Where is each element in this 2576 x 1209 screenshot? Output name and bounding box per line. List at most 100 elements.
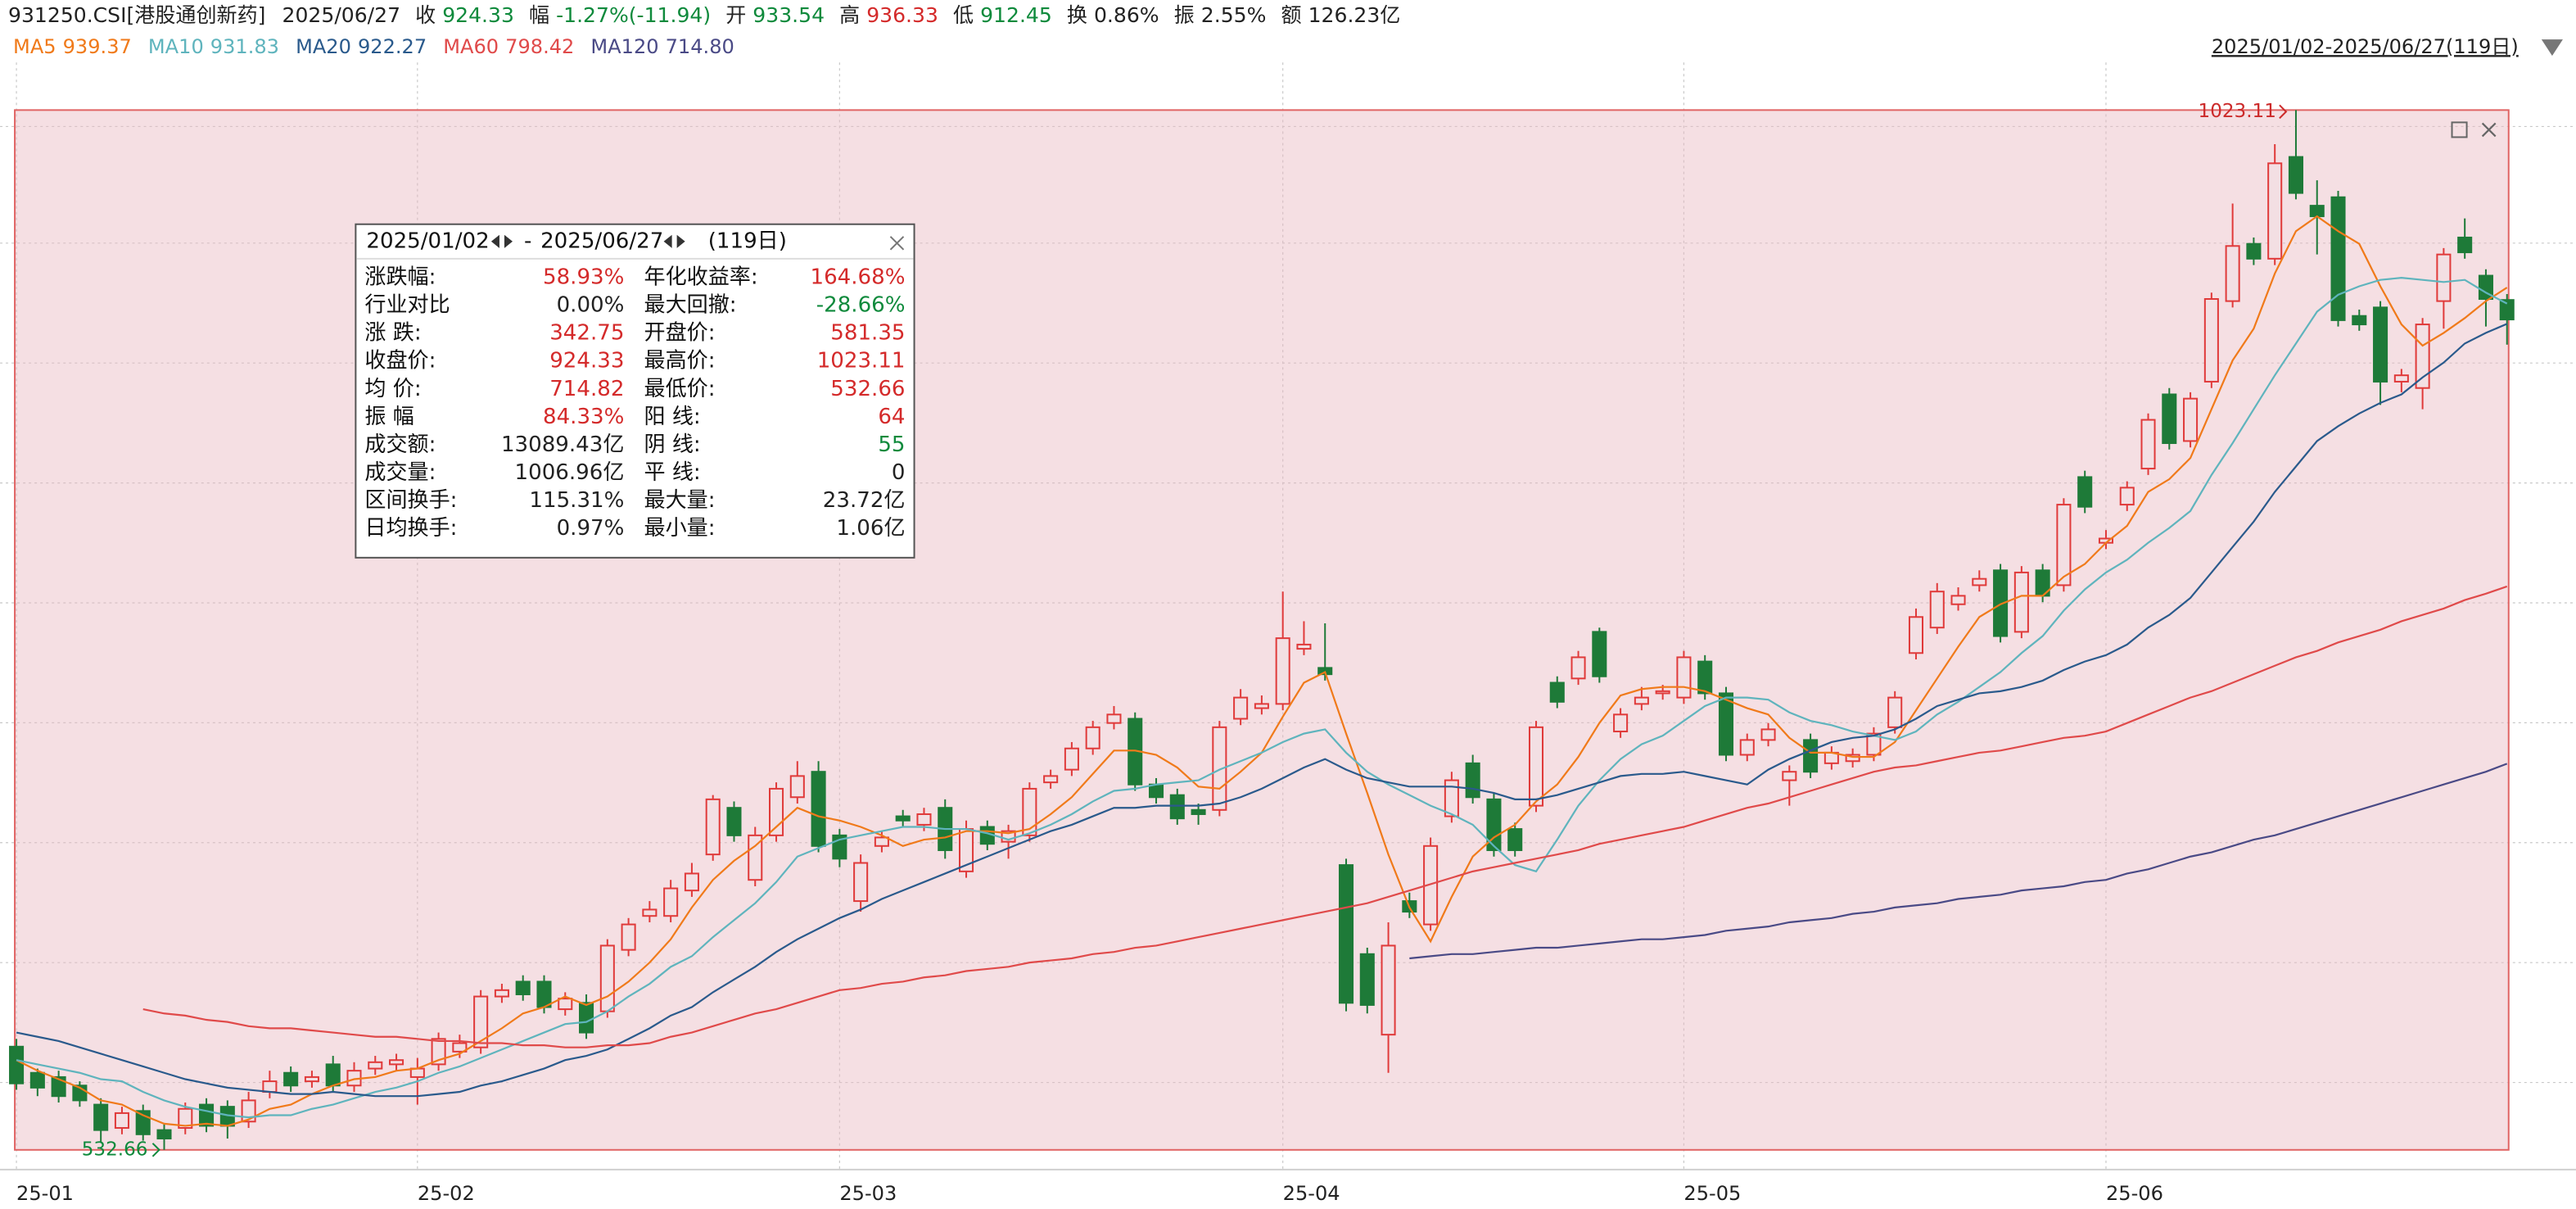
quote-value: 936.33 <box>866 3 938 27</box>
candle-body <box>599 944 615 1012</box>
x-tick-label: 25-05 <box>1683 1182 1741 1205</box>
candle-body <box>1613 713 1629 733</box>
candle-body <box>2246 242 2262 260</box>
candle-body <box>2415 324 2430 389</box>
candle-body <box>1191 808 1206 815</box>
x-tick-label: 25-04 <box>1283 1182 1340 1205</box>
candle-body <box>1148 783 1164 799</box>
candle-body <box>178 1107 193 1130</box>
candle-body <box>1782 771 1797 781</box>
candle-body <box>1866 732 1882 756</box>
stat-value: 924.33 <box>549 349 624 374</box>
stat-value: 1023.11 <box>817 349 906 374</box>
candle-body <box>2330 196 2346 321</box>
legend-name: MA5 <box>13 35 56 58</box>
quote-value: 2.55% <box>1201 3 1267 27</box>
candle-body <box>1570 656 1586 680</box>
quote-value: -1.27%(-11.94) <box>556 3 711 27</box>
start-date: 2025/01/02 <box>366 229 489 253</box>
high-label: 1023.11 <box>2199 101 2276 122</box>
candle-body <box>1760 728 1776 741</box>
stat-value: 714.82 <box>549 377 624 401</box>
end-date: 2025/06/27 <box>540 229 663 253</box>
low-label: 532.66 <box>82 1139 148 1160</box>
stat-label: 振 幅 <box>364 405 414 429</box>
stat-value: 0.97% <box>557 516 625 541</box>
candle-body <box>642 908 658 917</box>
quote-label: 高 <box>839 3 860 27</box>
legend: MA5 939.37 MA10 931.83 MA20 922.27 MA60 798.42 M… <box>13 35 734 58</box>
stat-value: 84.33% <box>543 405 624 429</box>
candle-body <box>1106 713 1122 724</box>
candle-body <box>494 989 509 998</box>
close-button[interactable] <box>889 236 905 251</box>
candle-body <box>1972 577 1987 586</box>
candle-body <box>9 1045 25 1084</box>
stat-label: 成交额: <box>364 432 436 457</box>
candle-body <box>51 1075 66 1098</box>
candle-body <box>2457 236 2473 254</box>
candle-body <box>558 998 573 1011</box>
date-stepper[interactable] <box>663 234 685 248</box>
candle-body <box>874 836 889 847</box>
maximize-icon[interactable] <box>2451 121 2468 138</box>
candle-body <box>2183 397 2199 442</box>
quote-value: 924.33 <box>442 3 514 27</box>
stat-label: 最高价: <box>644 349 716 374</box>
stat-label: 行业对比 <box>364 293 450 318</box>
quote-date: 2025/06/27 <box>282 3 400 27</box>
candle-body <box>536 980 552 1008</box>
quote-value: 0.86% <box>1094 3 1159 27</box>
stat-label: 最小量: <box>644 516 716 541</box>
candle-body <box>452 1042 468 1053</box>
quote-label: 换 <box>1067 3 1087 27</box>
day-count: (119日) <box>708 229 787 253</box>
candle-body <box>579 1002 594 1034</box>
x-tick-label: 25-01 <box>16 1182 74 1205</box>
legend-name: MA10 <box>148 35 204 58</box>
candle-body <box>283 1071 299 1087</box>
candle-body <box>325 1063 341 1087</box>
candle-body <box>621 923 636 951</box>
candle-body <box>1254 703 1269 709</box>
range-selector[interactable]: 2025/01/02-2025/06/27(119日) <box>2212 35 2519 58</box>
candle-body <box>1486 798 1502 851</box>
candle-body <box>684 872 699 892</box>
quote-header: 931250.CSI[港股通创新药] 2025/06/27 收 924.33 幅 -1.2… <box>8 3 1400 27</box>
candle-body <box>1993 569 2009 637</box>
candle-body <box>304 1075 319 1083</box>
legend-name: MA60 <box>443 35 499 58</box>
close-icon[interactable] <box>2481 122 2497 138</box>
candle-body <box>1465 762 1480 799</box>
moving-average-line <box>16 323 2508 1098</box>
candle-body <box>473 995 489 1048</box>
candle-body <box>769 787 784 836</box>
stat-label: 最大量: <box>644 488 716 513</box>
date-stepper[interactable] <box>490 234 513 248</box>
candle-body <box>1444 779 1459 817</box>
legend-value: 931.83 <box>210 35 279 58</box>
candle-body <box>1739 739 1755 756</box>
date-separator: - <box>524 229 531 253</box>
range-stats-box: 2025/01/02 - 2025/06/27 (119日) 涨跌幅: 58.93… <box>355 223 915 559</box>
candle-body <box>1549 681 1565 703</box>
low-pointer <box>151 1143 160 1157</box>
dropdown-arrow[interactable] <box>2541 39 2563 57</box>
legend-name: MA120 <box>590 35 658 58</box>
legend-name: MA20 <box>296 35 351 58</box>
candle-body <box>156 1129 172 1139</box>
candle-body <box>2309 205 2325 218</box>
candle-body <box>2373 306 2388 383</box>
candle-body <box>726 807 742 836</box>
legend-value: 798.42 <box>505 35 574 58</box>
candle-body <box>895 815 911 822</box>
moving-average-line <box>16 277 2508 1119</box>
stat-value: -28.66% <box>816 293 906 318</box>
stat-label: 阳 线: <box>644 405 701 429</box>
legend-value: 714.80 <box>666 35 734 58</box>
candle-body <box>389 1059 404 1066</box>
legend-value: 939.37 <box>63 35 132 58</box>
stat-value: 115.31% <box>529 488 624 513</box>
quote-label: 振 <box>1174 3 1195 27</box>
